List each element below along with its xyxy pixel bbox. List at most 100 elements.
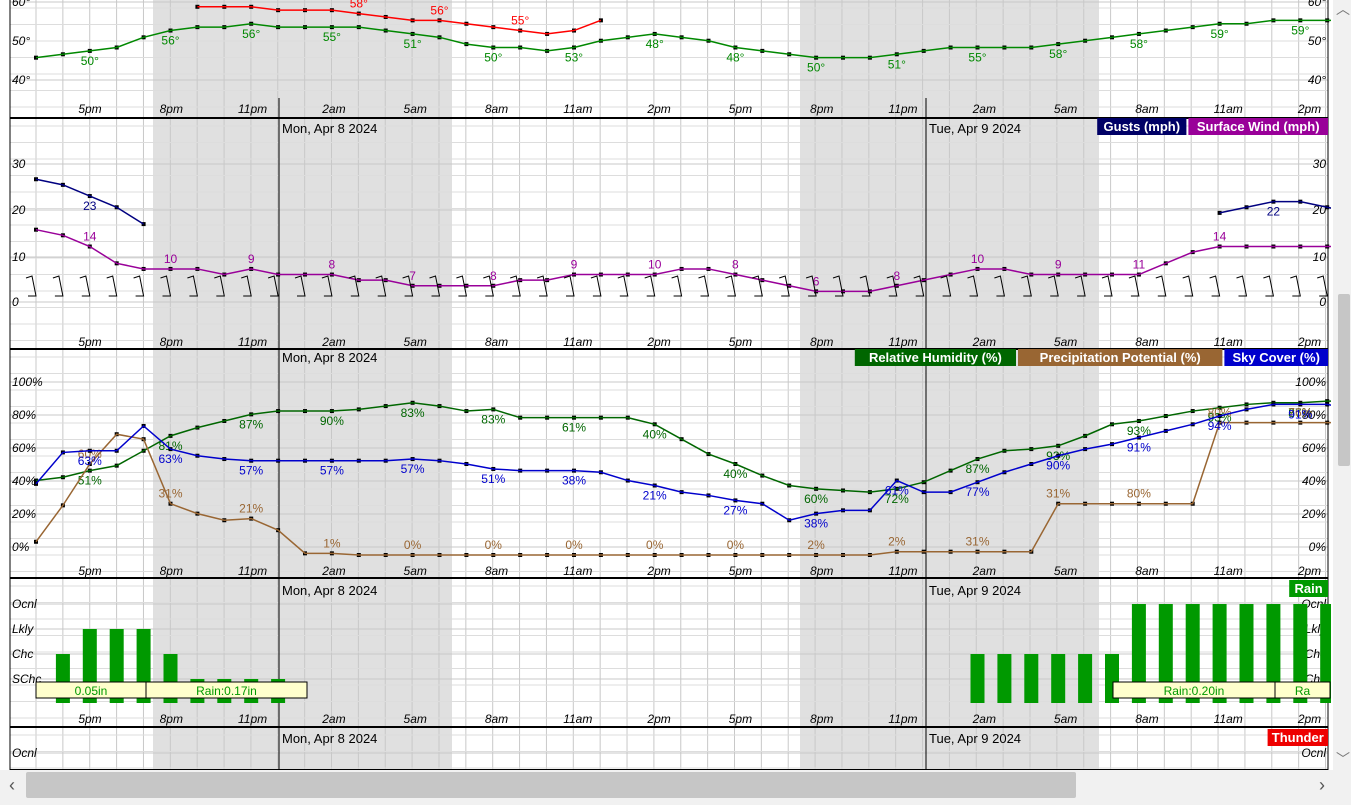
x-tick-label: 5pm <box>729 102 752 116</box>
x-tick-label: 8pm <box>810 335 833 349</box>
x-tick-label: 11pm <box>888 335 917 349</box>
date-label: Mon, Apr 8 2024 <box>282 121 377 136</box>
x-tick-label: 5am <box>404 102 427 116</box>
data-label: 0% <box>485 538 503 552</box>
x-tick-label: 11pm <box>888 712 917 726</box>
wind-barb <box>267 275 279 297</box>
data-label: 87% <box>239 417 263 431</box>
x-tick-label: 2am <box>972 712 996 726</box>
x-tick-label: 8pm <box>160 564 183 578</box>
y-tick-label-left: 30 <box>12 157 26 171</box>
x-tick-label: 2pm <box>646 712 670 726</box>
data-label: 51% <box>78 474 102 488</box>
rain-amount-label: Rain:0.17in <box>196 684 257 698</box>
data-label: 8 <box>893 269 900 283</box>
series-line <box>197 6 602 35</box>
y-tick-label-right: 50° <box>1308 34 1326 48</box>
data-label: 0% <box>646 538 664 552</box>
y-tick-label-left: Chc <box>12 647 33 661</box>
vertical-scrollbar-thumb[interactable] <box>1338 294 1350 466</box>
scroll-right-icon[interactable]: › <box>1319 775 1325 795</box>
data-label: 2% <box>807 538 825 552</box>
x-tick-label: 5pm <box>78 102 101 116</box>
date-label: Tue, Apr 9 2024 <box>929 121 1021 136</box>
x-tick-label: 2pm <box>1297 712 1321 726</box>
data-label: 40% <box>643 427 667 441</box>
data-label: 59° <box>1211 27 1229 41</box>
x-tick-label: 2pm <box>1297 335 1321 349</box>
data-label: 50° <box>807 61 825 75</box>
data-label: 0% <box>404 538 422 552</box>
x-tick-label: 11pm <box>238 102 267 116</box>
wind-barb <box>805 275 817 297</box>
x-tick-label: 5am <box>1054 712 1077 726</box>
x-tick-label: 5pm <box>78 712 101 726</box>
data-label: 14 <box>83 230 97 244</box>
rain-bar <box>970 654 985 703</box>
wind-barb <box>321 275 333 297</box>
rain-bar <box>1293 604 1308 703</box>
data-label: 21% <box>643 489 667 503</box>
night-shading <box>153 349 452 578</box>
series-line <box>35 400 1331 493</box>
wind-barb <box>429 275 441 297</box>
data-label: 55° <box>968 51 986 65</box>
wind-barb <box>752 275 763 297</box>
data-label: 61% <box>562 421 586 435</box>
data-label: 8 <box>732 258 739 272</box>
data-label: 57% <box>239 464 263 478</box>
scroll-left-icon[interactable]: ‹ <box>9 775 15 795</box>
data-label: 10 <box>164 252 178 266</box>
wind-barb <box>456 275 468 297</box>
date-label: Mon, Apr 8 2024 <box>282 583 377 598</box>
scroll-up-icon[interactable]: ︿ <box>1336 1 1350 17</box>
x-tick-label: 11am <box>1214 712 1243 726</box>
y-tick-label-left: 0 <box>12 295 19 309</box>
data-label: 8 <box>490 269 497 283</box>
series-line <box>35 421 1331 556</box>
wind-barb <box>940 275 952 297</box>
x-tick-label: 2pm <box>646 335 670 349</box>
data-label: 56° <box>242 27 260 41</box>
data-label: 9 <box>571 258 578 272</box>
data-label: 91% <box>1127 441 1151 455</box>
data-label: 1% <box>323 536 341 550</box>
wind-barb <box>886 275 898 297</box>
x-tick-label: 5pm <box>729 335 752 349</box>
data-label: 53° <box>565 51 583 65</box>
scroll-down-icon[interactable]: ﹀ <box>1336 751 1350 767</box>
wind-barb <box>617 275 629 297</box>
horizontal-scrollbar-thumb[interactable] <box>26 772 1076 798</box>
data-label: 80% <box>1208 406 1232 420</box>
x-tick-label: 5am <box>1054 335 1077 349</box>
x-tick-label: 5am <box>404 564 427 578</box>
wind-barb <box>510 275 521 297</box>
x-tick-label: 8am <box>485 712 508 726</box>
x-tick-label: 8pm <box>810 564 833 578</box>
data-label: 63% <box>158 452 182 466</box>
legend-box <box>1188 118 1328 135</box>
wind-barb <box>832 275 844 297</box>
y-tick-label-right: 20% <box>1301 507 1326 521</box>
wind-barb <box>214 275 225 297</box>
wind-barb <box>913 275 925 297</box>
y-tick-label-right: Ocnl <box>1301 746 1326 760</box>
wind-barb <box>1101 275 1113 297</box>
data-label: 83% <box>481 412 505 426</box>
rain-bar <box>1212 604 1227 703</box>
data-label: 60% <box>804 492 828 506</box>
wind-barb <box>1074 275 1086 297</box>
wind-barb <box>644 275 656 297</box>
x-tick-label: 11pm <box>888 102 917 116</box>
wind-barb <box>590 275 602 297</box>
wind-barb <box>348 275 360 297</box>
series-line <box>35 403 1331 522</box>
data-label: 0% <box>727 538 745 552</box>
x-tick-label: 11pm <box>888 564 917 578</box>
y-tick-label-left: SChc <box>12 672 41 686</box>
legend-label: Relative Humidity (%) <box>869 350 1002 365</box>
data-label: 10 <box>648 258 662 272</box>
rain-bar <box>1266 604 1281 703</box>
data-label: 91% <box>1288 407 1312 421</box>
y-tick-label-right: 60° <box>1308 0 1326 9</box>
